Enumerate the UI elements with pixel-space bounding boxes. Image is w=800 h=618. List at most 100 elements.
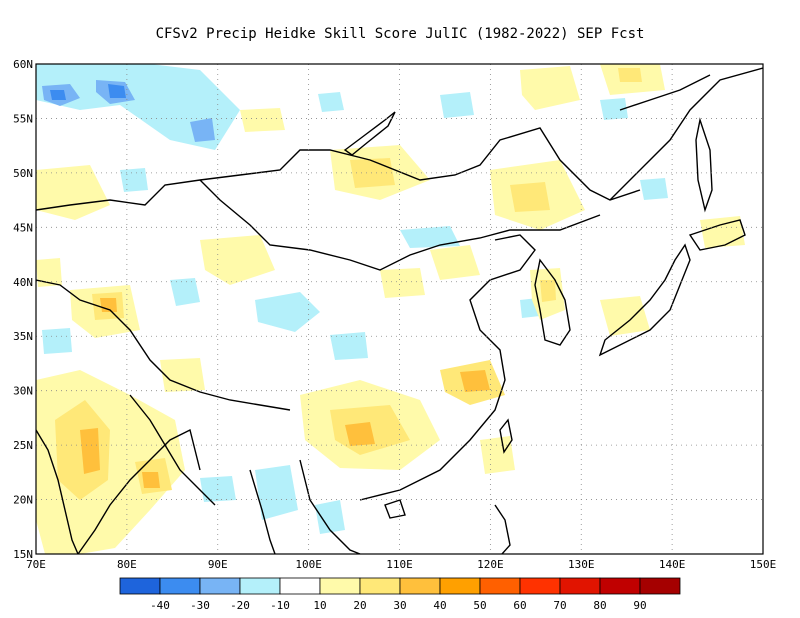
coast-line <box>499 418 513 454</box>
longitude-axis: 70E 80E 90E 100E 110E 120E 130E 140E 150E <box>26 558 776 571</box>
lat-tick-label: 20N <box>13 494 33 507</box>
colorbar-label: -10 <box>270 599 290 612</box>
colorbar-swatch <box>359 577 401 595</box>
coast-line <box>299 459 361 554</box>
colorbar-label: -30 <box>190 599 210 612</box>
neg-patch <box>42 328 72 354</box>
colorbar <box>119 577 681 595</box>
border-line <box>129 394 216 506</box>
coast-line <box>598 243 691 357</box>
colorbar-label: 20 <box>353 599 366 612</box>
pos-patch <box>380 268 425 298</box>
plot-frame <box>35 63 764 555</box>
colorbar-swatch <box>639 577 681 595</box>
pos-patch <box>510 182 550 212</box>
lake-line <box>343 111 396 156</box>
lat-tick-label: 35N <box>13 330 33 343</box>
colorbar-swatch <box>319 577 361 595</box>
lat-tick-label: 40N <box>13 276 33 289</box>
coast-line <box>249 469 276 554</box>
colorbar-swatch <box>199 577 241 595</box>
neg-patch <box>255 292 320 332</box>
latitude-axis: 15N 20N 25N 30N 35N 40N 45N 50N 55N 60N <box>13 58 33 561</box>
pos-patch <box>540 280 556 302</box>
coast-line <box>688 219 746 251</box>
coast-line <box>384 499 406 519</box>
pos-patch <box>80 428 100 474</box>
neg-patch <box>255 465 298 520</box>
colorbar-swatch <box>439 577 481 595</box>
colorbar-swatch <box>399 577 441 595</box>
coast-line <box>77 428 201 554</box>
colorbar-label: -40 <box>150 599 170 612</box>
colorbar-swatch <box>119 577 161 595</box>
positive-skill-patches <box>36 64 745 554</box>
coast-line <box>609 67 763 201</box>
pos-patch <box>430 245 480 280</box>
colorbar-label: 70 <box>553 599 566 612</box>
pos-patch <box>520 66 580 110</box>
colorbar-swatch <box>159 577 201 595</box>
colorbar-swatch <box>519 577 561 595</box>
coast-line <box>359 234 536 501</box>
colorbar-swatch <box>559 577 601 595</box>
border-line <box>36 127 641 211</box>
border-line <box>36 279 291 411</box>
lon-tick-label: 100E <box>295 558 322 571</box>
coast-line <box>534 258 571 346</box>
coast-line <box>695 117 713 213</box>
neg-patch <box>108 84 126 98</box>
neg-patch <box>318 92 344 112</box>
pos-patch <box>36 258 62 287</box>
colorbar-label: 40 <box>433 599 446 612</box>
lon-tick-label: 90E <box>208 558 228 571</box>
pos-patch <box>240 108 285 132</box>
lat-tick-label: 50N <box>13 167 33 180</box>
pos-patch <box>142 472 160 488</box>
gridlines <box>36 64 763 554</box>
lon-tick-label: 70E <box>26 558 46 571</box>
lon-tick-label: 110E <box>386 558 413 571</box>
lon-tick-label: 130E <box>568 558 595 571</box>
lon-tick-label: 80E <box>117 558 137 571</box>
neg-patch <box>36 64 240 150</box>
coast-line <box>494 504 511 554</box>
neg-patch <box>440 92 474 118</box>
colorbar-label: 50 <box>473 599 486 612</box>
neg-patch <box>640 178 668 200</box>
lat-tick-label: 30N <box>13 385 33 398</box>
lon-tick-label: 150E <box>750 558 777 571</box>
lat-tick-label: 15N <box>13 548 33 561</box>
lon-tick-label: 120E <box>477 558 504 571</box>
colorbar-swatch <box>599 577 641 595</box>
coast-line <box>619 74 711 111</box>
coastlines-borders <box>36 67 763 554</box>
pos-patch <box>160 358 205 392</box>
colorbar-label: 60 <box>513 599 526 612</box>
lat-tick-label: 60N <box>13 58 33 71</box>
neg-patch <box>400 226 460 248</box>
colorbar-label: 30 <box>393 599 406 612</box>
border-line <box>199 179 601 271</box>
pos-patch <box>618 68 642 82</box>
colorbar-swatch <box>279 577 321 595</box>
lat-tick-label: 45N <box>13 221 33 234</box>
pos-patch <box>200 235 275 285</box>
neg-patch <box>600 98 628 120</box>
neg-patch <box>190 118 215 142</box>
coast-line <box>36 429 79 554</box>
map-title: CFSv2 Precip Heidke Skill Score JulIC (1… <box>155 26 645 42</box>
lon-tick-label: 140E <box>659 558 686 571</box>
neg-patch <box>330 332 368 360</box>
colorbar-swatch <box>479 577 521 595</box>
colorbar-swatch <box>239 577 281 595</box>
pos-patch <box>600 296 650 336</box>
pos-patch <box>36 165 110 220</box>
colorbar-label: -20 <box>230 599 250 612</box>
colorbar-label: 90 <box>633 599 646 612</box>
lat-tick-label: 25N <box>13 439 33 452</box>
pos-patch <box>345 422 375 446</box>
pos-patch <box>460 370 490 392</box>
neg-patch <box>120 168 148 192</box>
